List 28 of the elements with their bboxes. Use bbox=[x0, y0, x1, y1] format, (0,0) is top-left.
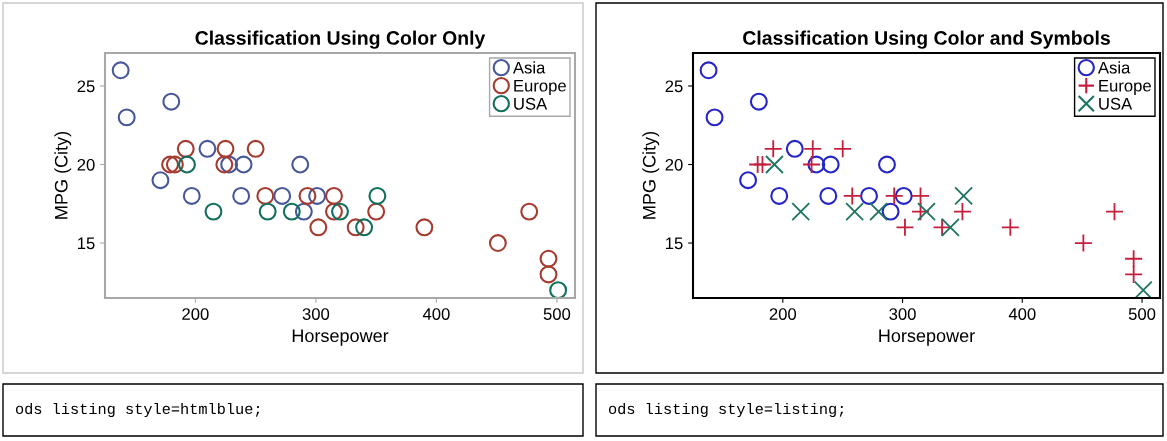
y-tick-label: 25 bbox=[665, 80, 683, 93]
legend-label: Europe bbox=[514, 79, 566, 95]
x-tick-label: 400 bbox=[1008, 308, 1036, 320]
y-tick-label: 25 bbox=[77, 80, 95, 93]
x-tick-label: 300 bbox=[302, 308, 330, 320]
x-tick-label: 400 bbox=[422, 308, 450, 320]
y-tick-label: 15 bbox=[78, 237, 95, 250]
y-tick-label: 20 bbox=[665, 158, 683, 171]
x-tick-label: 200 bbox=[182, 308, 209, 320]
x-tick-label: 500 bbox=[1128, 308, 1156, 320]
y-tick-label: 20 bbox=[77, 158, 95, 171]
legend-label: Asia bbox=[512, 61, 546, 74]
y-axis-title: MPG (City) bbox=[54, 131, 72, 219]
x-tick-label: 200 bbox=[769, 308, 797, 320]
chart-title: Classification Using Color Only bbox=[195, 30, 486, 49]
legend-label: USA bbox=[514, 97, 548, 110]
legend-label: Asia bbox=[1097, 61, 1131, 74]
y-axis-title: MPG (City) bbox=[642, 131, 660, 219]
x-tick-label: 500 bbox=[543, 308, 571, 320]
x-tick-label: 300 bbox=[889, 308, 916, 320]
chart-title: Classification Using Color and Symbols bbox=[743, 30, 1110, 49]
legend-label: Europe bbox=[1099, 79, 1151, 95]
x-axis-title: Horsepower bbox=[292, 329, 389, 346]
legend-label: USA bbox=[1099, 97, 1133, 110]
x-axis-title: Horsepower bbox=[879, 329, 975, 346]
text: ods listing style=listing; bbox=[608, 402, 844, 418]
text: ods listing style=htmlblue; bbox=[15, 402, 260, 418]
y-tick-label: 15 bbox=[666, 237, 683, 250]
